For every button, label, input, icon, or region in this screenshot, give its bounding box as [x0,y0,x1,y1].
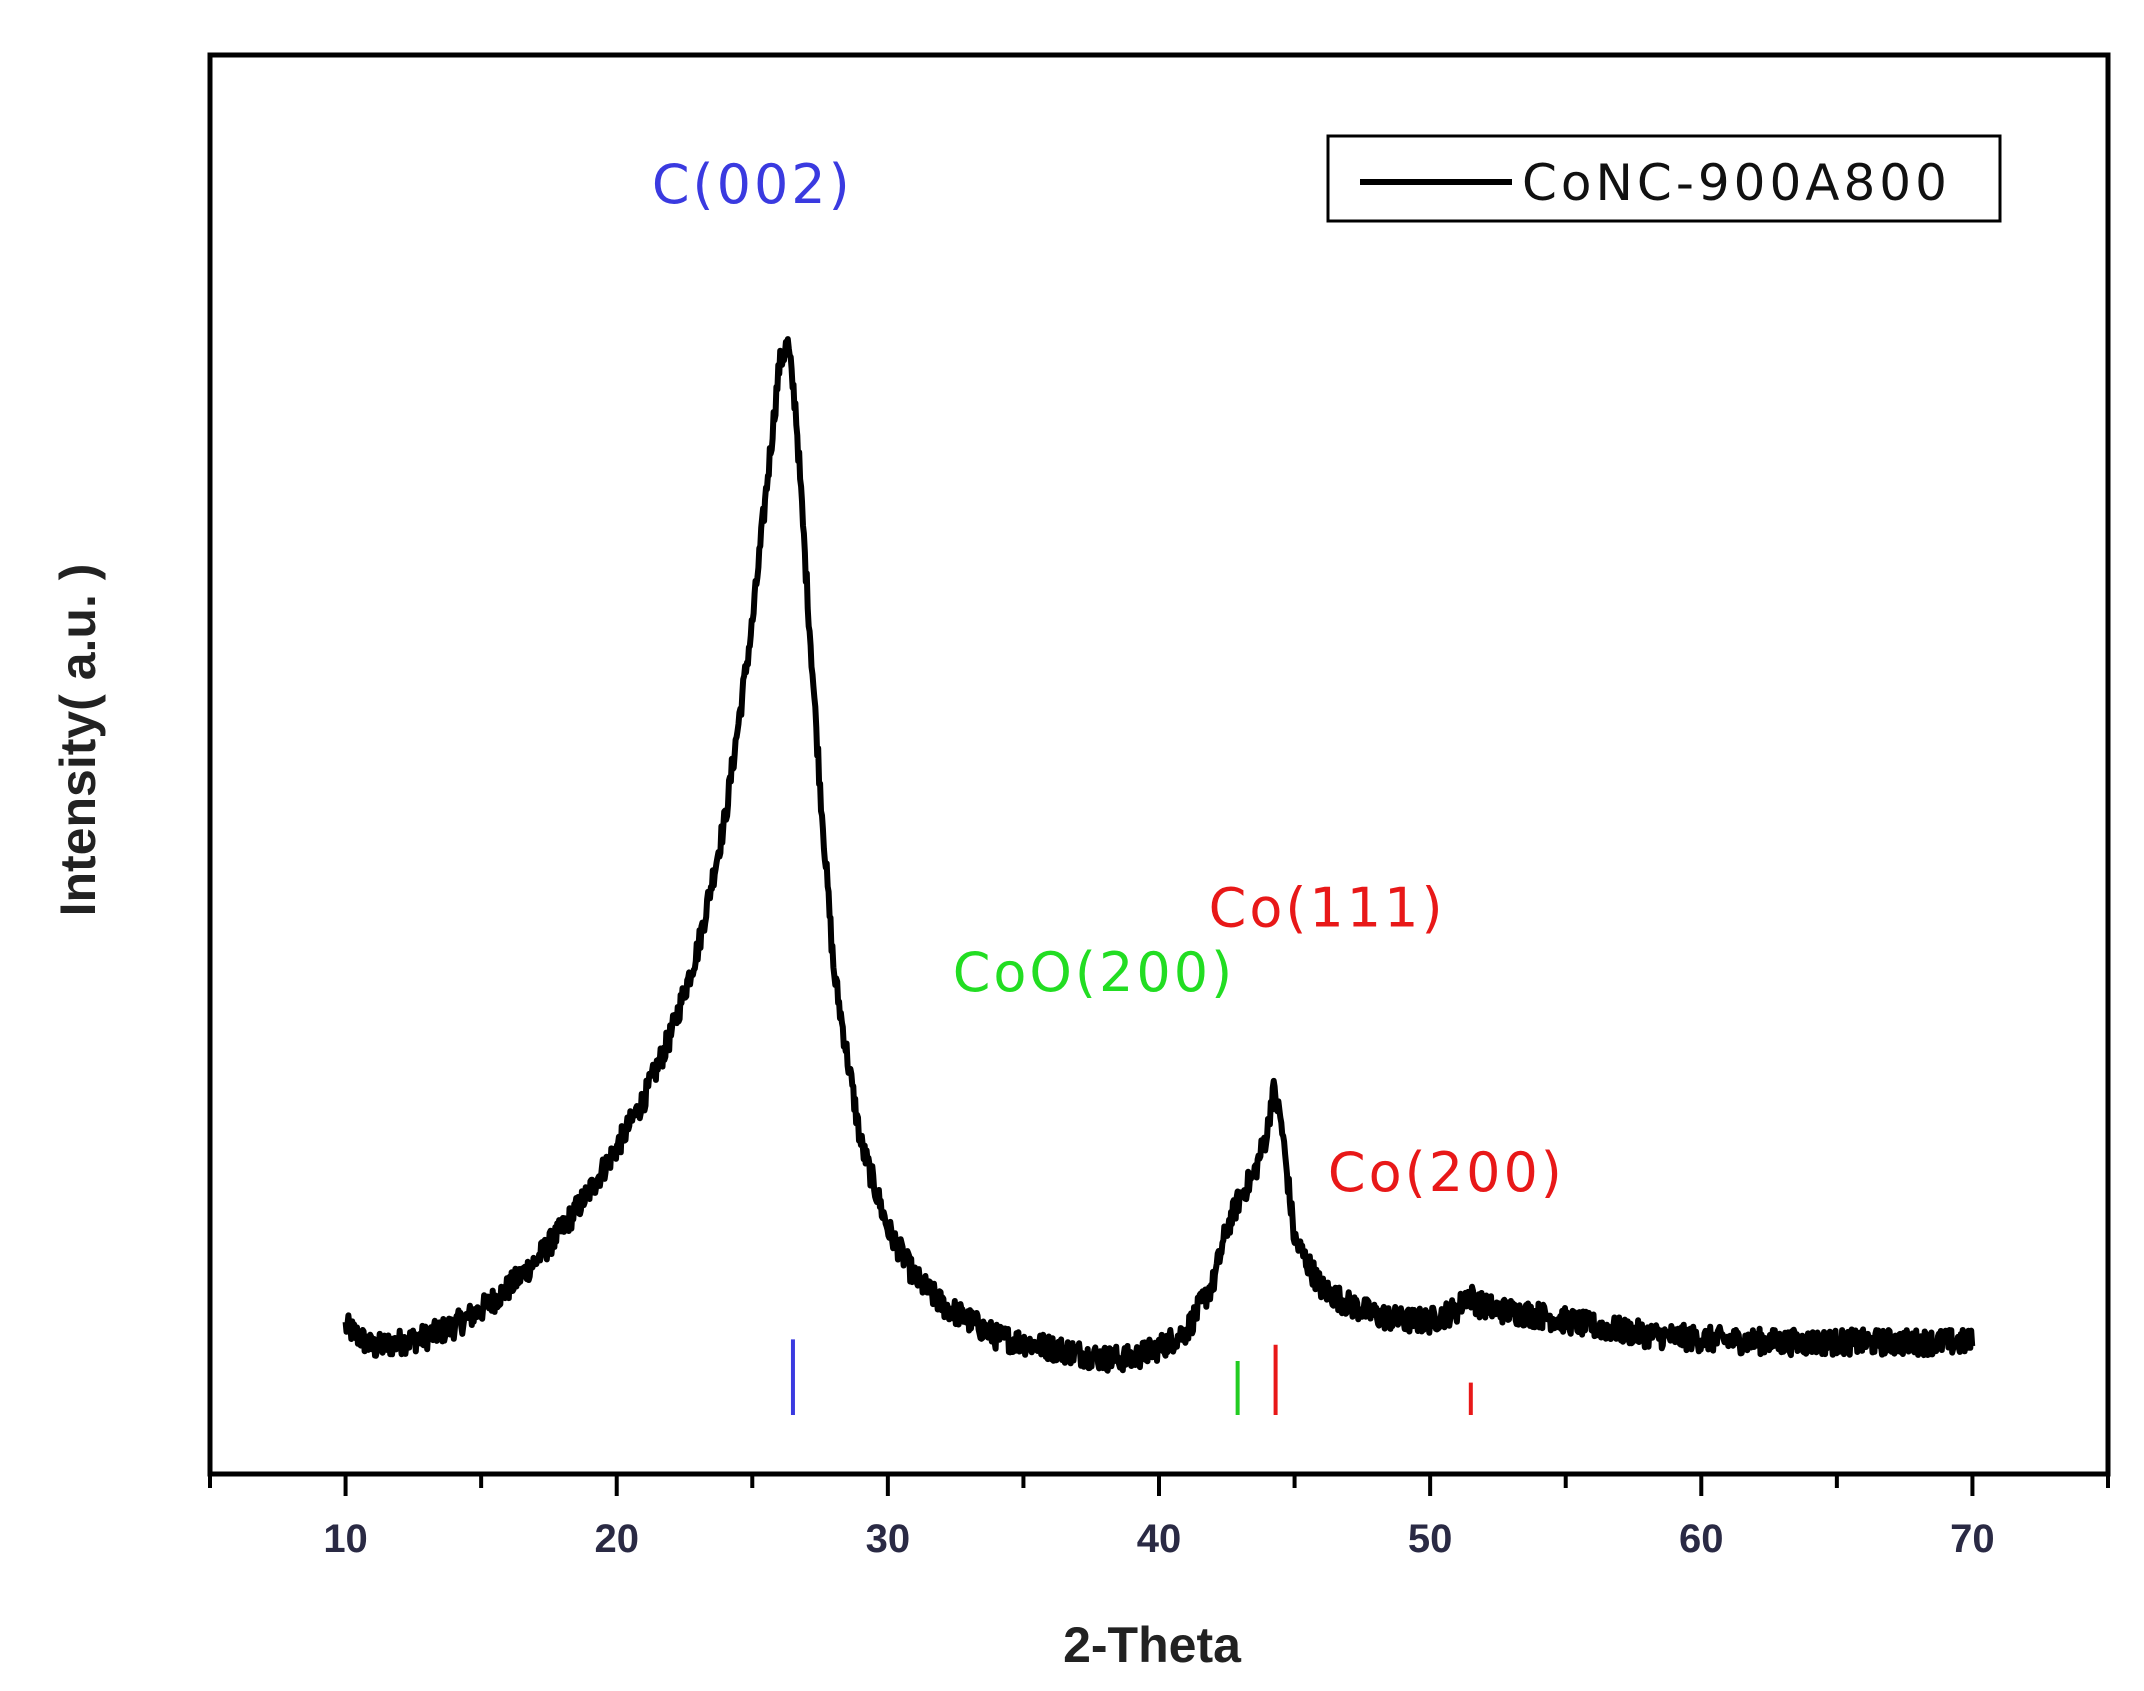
x-tick-label: 20 [594,1517,639,1561]
y-axis-title: Intensity( a.u. ) [50,564,106,917]
x-tick-label: 10 [323,1517,368,1561]
peak-label: Co(200) [1328,1141,1565,1204]
x-tick-label: 40 [1137,1517,1182,1561]
series-line-conc-900a800 [342,336,1976,1374]
x-tick-label: 60 [1679,1517,1724,1561]
legend: CoNC-900A800 [1326,134,2002,223]
plot-frame [207,52,2111,1477]
x-tick-label: 70 [1950,1517,1995,1561]
x-tick-label: 50 [1408,1517,1453,1561]
x-axis-ticks: 10 20 30 40 50 60 70 [208,1474,2110,1561]
x-tick-label: 30 [866,1517,911,1561]
peak-label: Co(111) [1209,876,1446,939]
x-axis-title: 2-Theta [1063,1617,1242,1673]
legend-label: CoNC-900A800 [1522,154,1951,212]
peak-label: C(002) [652,153,853,216]
reference-markers [790,1339,1473,1415]
peak-label: CoO(200) [953,941,1235,1004]
legend-box [1326,134,2002,223]
peak-annotations: C(002) CoO(200)Co(111) Co(200) [652,153,1565,1204]
